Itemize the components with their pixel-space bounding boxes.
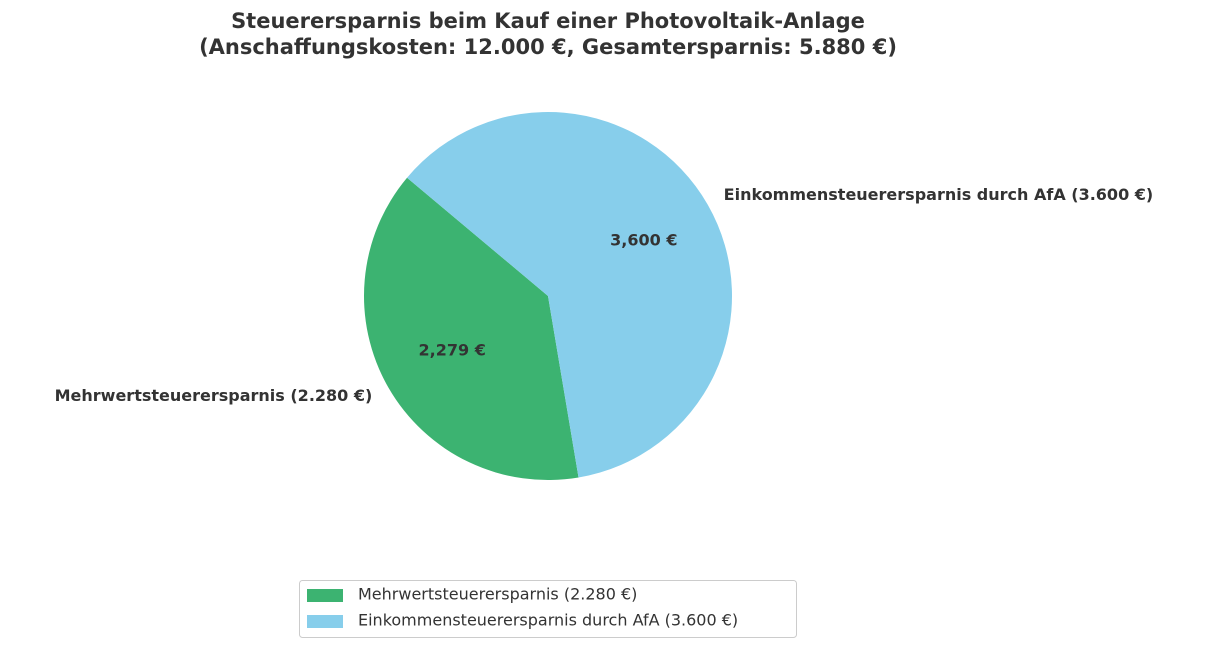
pie-slice [364, 177, 579, 480]
chart-subtitle: (Anschaffungskosten: 12.000 €, Gesamters… [199, 35, 897, 59]
legend-box [299, 580, 797, 638]
chart-title: Steuerersparnis beim Kauf einer Photovol… [231, 9, 865, 33]
value-label: 2,279 € [419, 340, 486, 359]
pie-slice [407, 112, 732, 478]
legend-swatch [307, 589, 343, 602]
legend-swatch [307, 615, 343, 628]
value-label: 3,600 € [610, 231, 677, 250]
legend-label: Einkommensteuerersparnis durch AfA (3.60… [358, 611, 738, 630]
slice-label: Mehrwertsteuerersparnis (2.280 €) [55, 386, 373, 405]
legend-label: Mehrwertsteuerersparnis (2.280 €) [358, 585, 637, 604]
slice-label: Einkommensteuerersparnis durch AfA (3.60… [724, 185, 1154, 204]
